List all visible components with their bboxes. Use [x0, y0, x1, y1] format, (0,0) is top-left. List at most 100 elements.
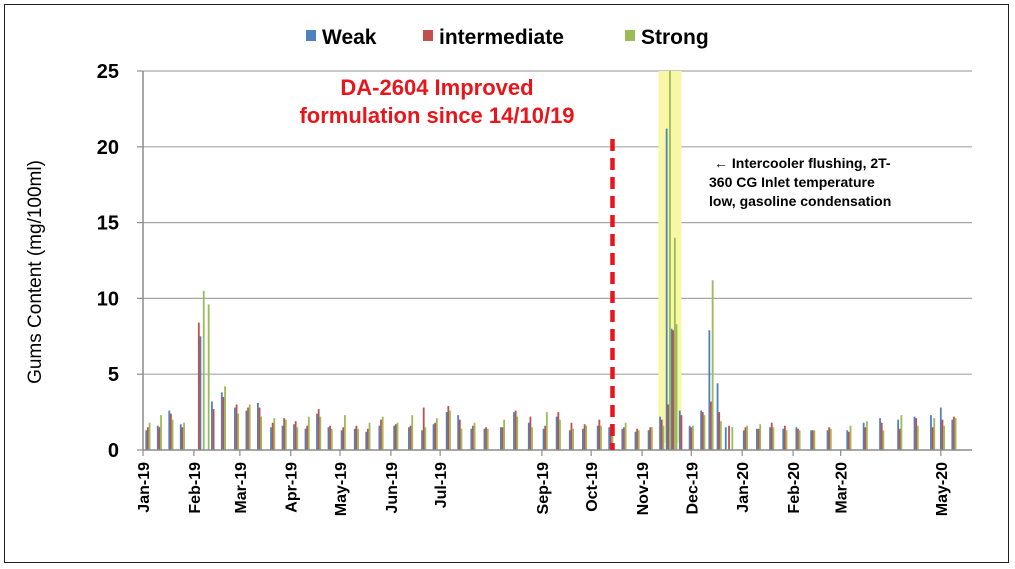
bar-strong-12: [296, 427, 299, 450]
bar-strong-24: [449, 410, 451, 450]
bar-strong-53: [798, 430, 801, 450]
bar-weak-20: [393, 425, 396, 450]
improved-formulation-text-0: DA-2604 Improved: [340, 75, 533, 100]
bar-weak-27: [483, 428, 486, 450]
legend-label-intermediate: intermediate: [439, 26, 564, 49]
bar-strong-17: [357, 428, 359, 450]
bar-weak-28: [499, 427, 502, 450]
annotations: DA-2604 Improved formulation since 14/10/…: [299, 75, 891, 450]
bar-intermediate-48: [728, 425, 730, 450]
bar-intermediate-22: [422, 407, 425, 450]
bar-weak-54: [810, 430, 813, 450]
bar-intermediate-19: [380, 419, 382, 450]
bar-strong-52: [785, 430, 788, 450]
x-tick-Dec-19: Dec-19: [684, 462, 701, 515]
bar-weak-21: [408, 427, 410, 450]
bar-weak-2: [168, 410, 171, 450]
legend: Weak intermediate Strong: [306, 26, 709, 49]
y-tick-25: 25: [97, 61, 119, 83]
bar-weak-43: [678, 410, 681, 450]
bar-strong-16: [344, 415, 346, 450]
bar-weak-59: [897, 419, 900, 450]
bar-intermediate-34: [583, 424, 586, 450]
x-tick-Apr-19: Apr-19: [284, 462, 301, 513]
bar-intermediate-50: [757, 428, 760, 450]
gridlines: [143, 70, 972, 375]
bar-weak-23: [432, 424, 435, 450]
x-tick-Oct-19: Oct-19: [584, 462, 601, 512]
bar-intermediate-6: [222, 396, 225, 450]
legend-label-weak: Weak: [322, 26, 377, 49]
bar-intermediate-51: [770, 422, 773, 450]
bar-weak-57: [862, 422, 865, 450]
bar-weak-49: [742, 430, 745, 450]
bar-strong-22: [424, 427, 427, 450]
bar-strong-32: [559, 419, 561, 450]
bar-weak-12: [293, 424, 295, 450]
x-tick-Nov-19: Nov-19: [635, 462, 652, 515]
bar-intermediate-60: [915, 418, 918, 450]
bar-intermediate-21: [409, 425, 412, 450]
x-tick-Jan-20: Jan-20: [735, 462, 752, 513]
bar-weak-14: [316, 413, 318, 450]
bar-intermediate-26: [472, 425, 474, 450]
bar-intermediate-57: [864, 427, 867, 450]
bar-weak-3: [179, 424, 182, 450]
bar-weak-29: [513, 412, 515, 450]
bar-strong-33: [572, 428, 574, 450]
bar-weak-13: [304, 428, 307, 450]
bar-intermediate-4: [197, 322, 200, 450]
bar-strong-0: [148, 422, 151, 450]
bar-weak-33: [568, 430, 571, 450]
y-tick-5: 5: [108, 364, 119, 386]
bar-intermediate-28: [501, 427, 504, 450]
bar-weak-61: [930, 415, 932, 450]
bar-weak-9: [257, 403, 259, 450]
bar-strong-63: [954, 418, 957, 450]
bar-intermediate-8: [247, 407, 249, 450]
bar-intermediate-15: [329, 425, 332, 450]
bar-weak-58: [879, 418, 881, 450]
bar-weak-11: [281, 425, 284, 450]
bar-intermediate-52: [783, 425, 786, 450]
bar-strong-45: [703, 415, 706, 450]
bar-weak-60: [913, 416, 916, 450]
bar-weak-46: [708, 330, 711, 450]
bar-strong-21: [411, 415, 414, 450]
bar-intermediate-3: [181, 427, 184, 450]
bar-strong-29: [516, 416, 519, 450]
bar-weak-52: [782, 428, 785, 450]
x-tick-Jul-19: Jul-19: [433, 462, 450, 508]
bar-intermediate-37: [623, 427, 625, 450]
bar-strong-3: [183, 422, 185, 450]
legend-swatch-weak: [306, 30, 316, 41]
bar-weak-6: [220, 392, 223, 450]
y-tick-20: 20: [97, 137, 119, 159]
bar-intermediate-20: [394, 424, 397, 450]
bar-weak-25: [457, 415, 460, 450]
legend-swatch-intermediate: [423, 30, 433, 41]
bar-weak-35: [596, 425, 599, 450]
bar-strong-44: [692, 425, 694, 450]
bar-strong-38: [637, 430, 640, 450]
bar-strong-40: [662, 425, 665, 450]
bar-intermediate-13: [306, 425, 309, 450]
bar-weak-15: [327, 427, 330, 450]
bar-weak-5: [211, 401, 213, 450]
bar-strong-18: [368, 422, 371, 450]
bar-weak-8: [245, 410, 248, 450]
bar-intermediate-41: [667, 404, 670, 450]
bar-strong-46: [711, 280, 714, 450]
bar-intermediate-61: [931, 427, 934, 450]
y-tick-15: 15: [97, 213, 119, 235]
x-tick-Jun-19: Jun-19: [384, 462, 401, 514]
bar-weak-44: [688, 425, 691, 450]
bar-intermediate-46: [710, 401, 712, 450]
bar-intermediate-7: [235, 404, 238, 450]
bar-strong-42: [673, 237, 676, 450]
bar-intermediate-58: [880, 422, 883, 450]
bar-strong-9: [260, 416, 263, 450]
bar-weak-38: [634, 431, 637, 450]
bar-intermediate-31: [544, 425, 547, 450]
bar-weak-47: [716, 383, 719, 450]
